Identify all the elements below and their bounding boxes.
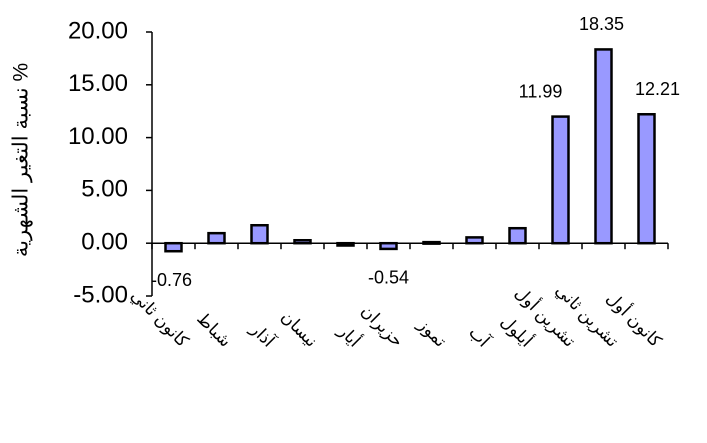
bars <box>164 48 656 253</box>
category-label: آذار <box>246 317 280 351</box>
y-tick-label: 0.00 <box>81 229 128 256</box>
data-label: 12.21 <box>635 79 680 99</box>
category-label: آب <box>465 321 495 351</box>
data-label: 18.35 <box>579 14 624 34</box>
category-label: كانون ثاني <box>126 286 192 352</box>
data-labels: -0.76 -0.54 11.99 18.35 12.21 <box>151 14 680 290</box>
bar <box>336 241 355 247</box>
data-label: 11.99 <box>519 81 563 101</box>
bar <box>422 240 441 245</box>
bar <box>250 223 269 245</box>
data-label: -0.76 <box>151 270 192 290</box>
bar <box>293 238 312 245</box>
y-tick-label: 5.00 <box>81 176 128 203</box>
bar <box>508 226 527 245</box>
y-tick-label: 15.00 <box>68 70 128 97</box>
category-label: نيسان <box>277 307 321 351</box>
data-label: -0.54 <box>368 268 409 288</box>
y-axis-title: نسبة التغير الشهرية % <box>10 63 33 257</box>
y-tick-label: 10.00 <box>68 123 128 150</box>
y-tick-label: -5.00 <box>73 281 128 308</box>
bar <box>207 231 226 245</box>
bar <box>637 113 656 245</box>
category-label: تموز <box>414 314 451 351</box>
bar <box>379 241 398 251</box>
category-label: شباط <box>193 309 235 351</box>
y-tick-label: 20.00 <box>68 17 128 44</box>
x-axis <box>151 242 669 250</box>
category-label: أيار <box>334 319 366 351</box>
bar <box>594 48 613 245</box>
category-label: حزيران <box>357 301 407 351</box>
bar <box>465 236 484 245</box>
bar <box>551 115 570 245</box>
bar <box>164 241 183 253</box>
y-axis: -5.00 0.00 5.00 10.00 15.00 20.00 <box>68 17 153 308</box>
